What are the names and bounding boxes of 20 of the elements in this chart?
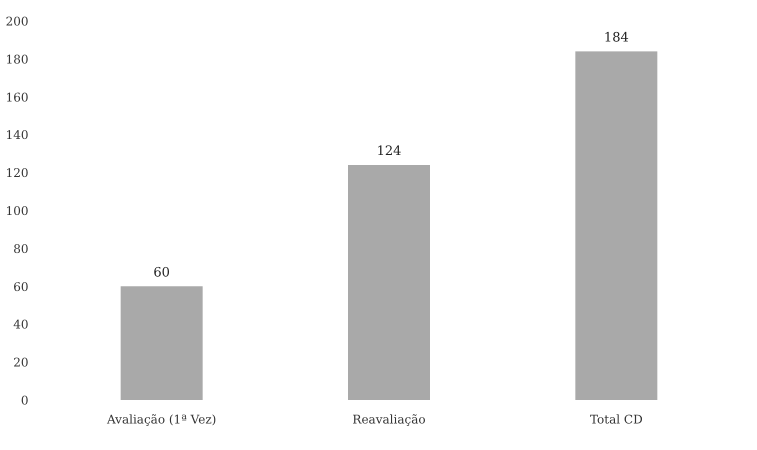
x-tick-label: Avaliação (1ª Vez) [106,412,216,426]
data-label: 184 [604,30,629,46]
data-label: 60 [153,265,170,280]
y-tick-label: 20 [13,356,28,370]
y-tick-label: 60 [13,280,28,294]
y-tick-label: 200 [6,14,28,28]
x-tick-label: Total CD [590,412,643,426]
y-tick-label: 40 [13,318,28,332]
y-tick-label: 100 [6,204,28,218]
y-tick-label: 160 [6,90,28,104]
x-tick-label: Reavaliação [352,412,426,426]
bar [575,51,658,400]
y-tick-label: 120 [6,166,28,180]
y-tick-label: 0 [20,394,28,408]
bar [120,286,203,400]
y-tick-label: 140 [6,128,28,142]
bar [348,165,430,400]
y-tick-label: 80 [13,242,28,256]
y-tick-label: 180 [6,52,28,66]
data-label: 124 [376,144,402,160]
